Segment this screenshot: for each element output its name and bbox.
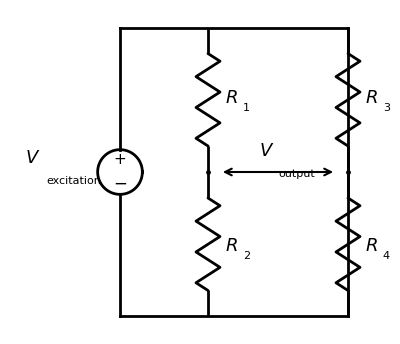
Text: 3: 3 bbox=[383, 103, 390, 114]
Text: R: R bbox=[226, 89, 238, 107]
Text: V: V bbox=[259, 142, 272, 160]
Text: V: V bbox=[26, 149, 38, 167]
Point bbox=[205, 169, 211, 175]
Text: excitation: excitation bbox=[46, 176, 101, 186]
Text: −: − bbox=[113, 175, 127, 193]
Text: +: + bbox=[114, 152, 126, 168]
Text: R: R bbox=[226, 237, 238, 255]
Text: 1: 1 bbox=[243, 103, 250, 114]
Text: 4: 4 bbox=[383, 251, 390, 261]
Text: 2: 2 bbox=[243, 251, 250, 261]
Point bbox=[345, 169, 351, 175]
Text: output: output bbox=[278, 169, 315, 179]
Text: R: R bbox=[366, 89, 378, 107]
Text: R: R bbox=[366, 237, 378, 255]
